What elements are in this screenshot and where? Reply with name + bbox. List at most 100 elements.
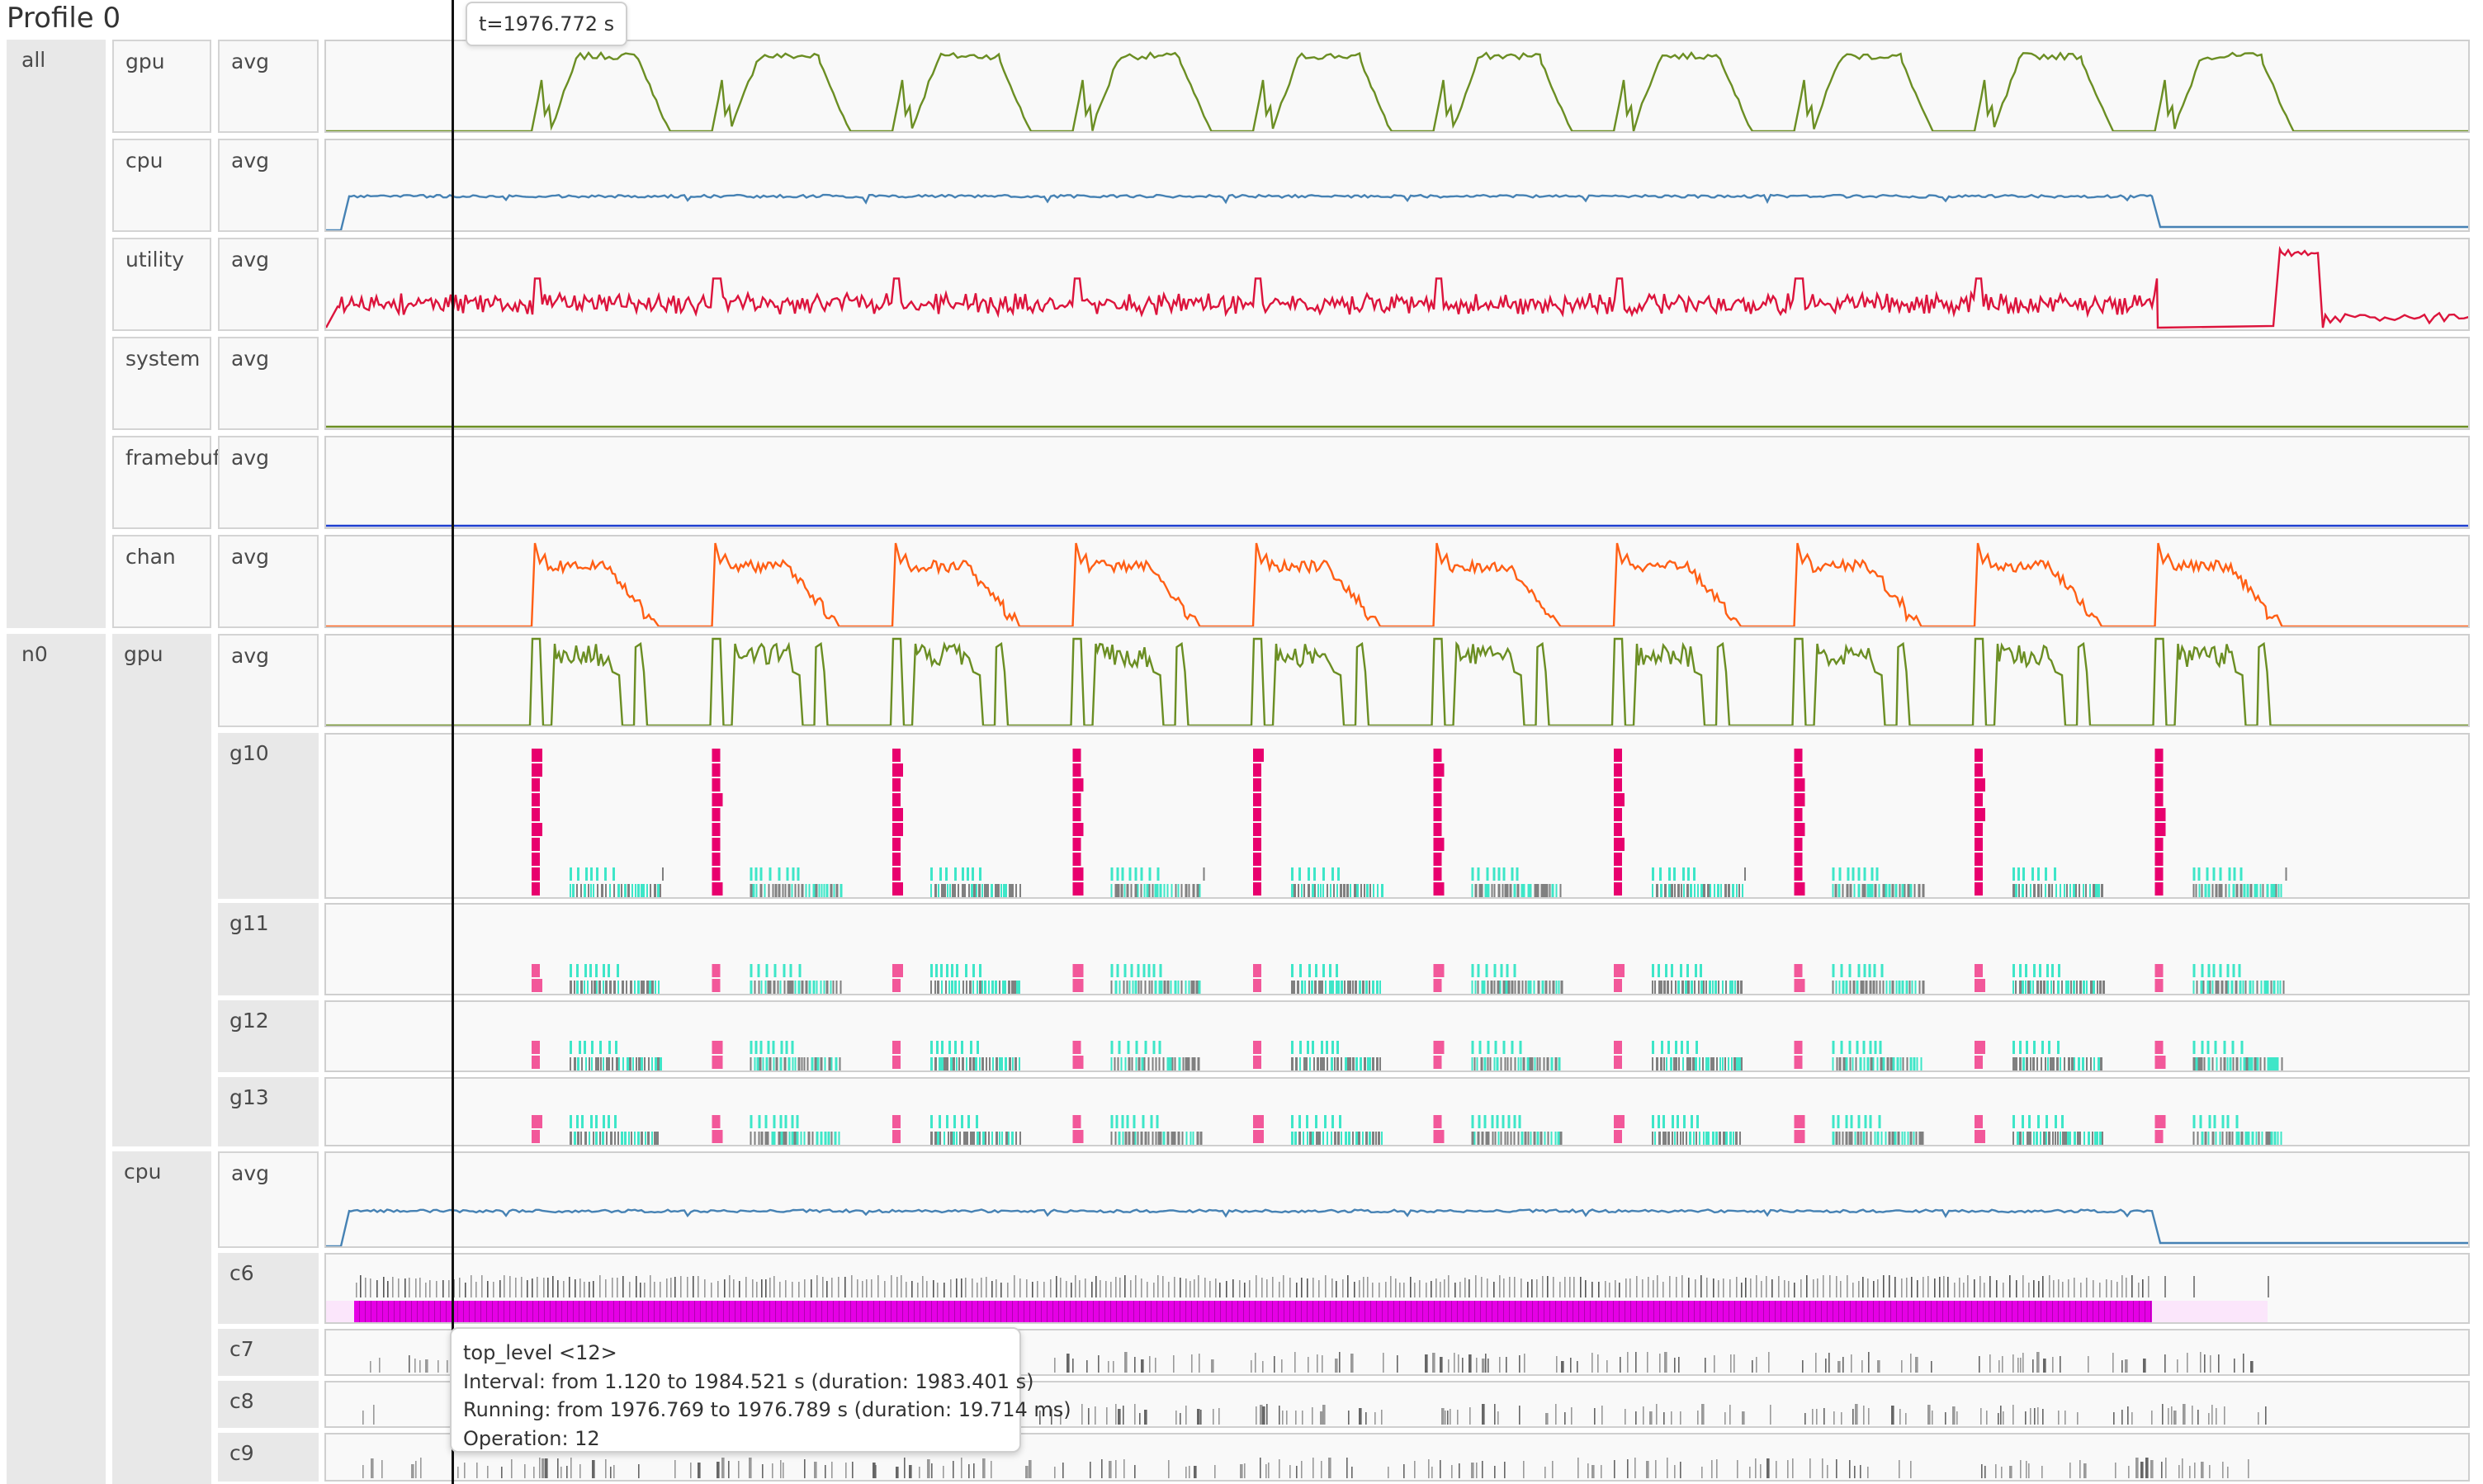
gpu-task-block[interactable] [712,778,721,792]
cpu-subtask-tick[interactable] [792,1282,793,1297]
copy-task-bar[interactable] [1301,981,1303,994]
cpu-subtask-tick[interactable] [1054,1358,1056,1373]
copy-task-bar[interactable] [2239,1057,2242,1070]
copy-task-bar[interactable] [779,1057,783,1070]
copy-task-bar[interactable] [821,884,823,897]
cpu-subtask-tick[interactable] [2042,1409,2044,1425]
cpu-subtask-tick[interactable] [1729,1405,1731,1425]
cpu-subtask-tick[interactable] [2142,1279,2144,1297]
cpu-task-stripe[interactable] [544,1301,545,1322]
copy-task-bar[interactable] [2255,1132,2258,1145]
copy-task-bar[interactable] [1837,884,1841,897]
cpu-subtask-tick[interactable] [1823,1275,1824,1297]
cpu-subtask-tick[interactable] [1580,1277,1582,1297]
cpu-subtask-tick[interactable] [1157,1275,1159,1297]
cpu-subtask-tick[interactable] [2064,1411,2066,1425]
gpu-task-block[interactable] [1794,838,1803,851]
cpu-subtask-tick[interactable] [1741,1283,1743,1297]
cpu-task-stripe[interactable] [1757,1301,1758,1322]
proc-cell-cpu[interactable]: cpu [112,139,211,232]
copy-task-bar[interactable] [1878,884,1880,897]
cpu-subtask-tick[interactable] [1279,1282,1280,1297]
copy-task-bar[interactable] [641,1057,643,1070]
gpu-task-block[interactable] [1253,778,1261,792]
cpu-subtask-tick[interactable] [1367,1277,1369,1297]
copy-task-bar[interactable] [1699,1057,1700,1070]
cpu-subtask-tick[interactable] [1619,1283,1620,1297]
copy-task-bar[interactable] [1137,964,1140,977]
cpu-subtask-tick[interactable] [1620,1357,1621,1373]
cpu-task-stripe[interactable] [469,1301,470,1322]
copy-task-bar[interactable] [1376,1057,1379,1070]
cpu-subtask-tick[interactable] [911,1281,913,1297]
copy-task-bar[interactable] [1019,1057,1020,1070]
copy-task-bar[interactable] [1845,1132,1848,1145]
cpu-task-stripe[interactable] [844,1301,845,1322]
cpu-subtask-tick[interactable] [1226,1281,1227,1297]
copy-task-bar[interactable] [1500,964,1503,977]
copy-task-bar[interactable] [1673,1057,1676,1070]
copy-task-bar[interactable] [1174,981,1177,994]
copy-task-bar[interactable] [1473,1132,1476,1145]
copy-task-bar[interactable] [657,1057,660,1070]
copy-task-bar[interactable] [930,964,933,977]
copy-task-bar[interactable] [1308,884,1310,897]
cpu-task-stripe[interactable] [573,1301,574,1322]
time-cursor-line[interactable] [452,0,454,1484]
copy-task-bar[interactable] [1718,981,1719,994]
timeline-panel-gpu-avg[interactable] [324,634,2470,727]
copy-task-bar[interactable] [800,1132,802,1145]
cpu-subtask-tick[interactable] [1614,1460,1615,1478]
cpu-subtask-tick[interactable] [1487,1359,1489,1373]
cpu-subtask-tick[interactable] [420,1458,422,1478]
cpu-subtask-tick[interactable] [1927,1276,1929,1297]
cpu-subtask-tick[interactable] [1923,1277,1924,1297]
copy-task-bar[interactable] [1859,1057,1862,1070]
copy-task-bar[interactable] [1148,981,1151,994]
copy-task-bar[interactable] [580,1132,582,1145]
cpu-subtask-tick[interactable] [1680,1411,1681,1425]
copy-task-bar[interactable] [1734,981,1736,994]
cpu-task-stripe[interactable] [2127,1301,2128,1322]
copy-task-bar[interactable] [574,1057,576,1070]
copy-task-bar[interactable] [988,981,990,994]
gpu-task-block[interactable] [1794,808,1803,821]
copy-task-bar[interactable] [962,867,964,881]
copy-task-bar[interactable] [2070,981,2072,994]
copy-task-bar[interactable] [1005,884,1007,897]
cpu-subtask-tick[interactable] [769,1278,771,1297]
cpu-subtask-tick[interactable] [1108,1361,1109,1373]
cpu-subtask-tick[interactable] [1054,1467,1056,1478]
copy-task-bar[interactable] [1652,1132,1653,1145]
cpu-subtask-tick[interactable] [1615,1280,1616,1297]
gpu-task-block[interactable] [892,763,903,777]
copy-task-bar[interactable] [656,1132,659,1145]
copy-task-bar[interactable] [796,1132,799,1145]
copy-task-bar[interactable] [1128,1132,1131,1145]
cpu-subtask-tick[interactable] [1199,1354,1200,1373]
copy-task-bar[interactable] [1137,884,1139,897]
cpu-subtask-tick[interactable] [1459,1282,1461,1297]
gpu-task-block[interactable] [1794,793,1805,806]
copy-task-bar[interactable] [1304,981,1306,994]
copy-task-bar[interactable] [1558,1057,1561,1070]
copy-task-bar[interactable] [1355,1057,1358,1070]
copy-task-bar[interactable] [2269,1057,2273,1070]
cpu-subtask-tick[interactable] [1232,1279,1234,1297]
copy-task-bar[interactable] [1163,884,1166,897]
cpu-subtask-tick[interactable] [1211,1359,1214,1373]
copy-task-bar[interactable] [2094,1132,2097,1145]
copy-task-bar[interactable] [1832,1057,1834,1070]
copy-task-bar[interactable] [1115,1115,1119,1128]
cpu-subtask-tick[interactable] [1752,1360,1753,1373]
cpu-task-stripe[interactable] [1399,1301,1400,1322]
cpu-subtask-tick[interactable] [2080,1283,2082,1297]
copy-task-bar[interactable] [1147,1057,1150,1070]
cpu-subtask-tick[interactable] [1091,1282,1093,1297]
copy-task-bar[interactable] [964,884,966,897]
cpu-subtask-tick[interactable] [1981,1464,1983,1478]
copy-task-bar[interactable] [1677,1115,1679,1128]
cpu-subtask-tick[interactable] [1469,1354,1472,1373]
copy-task-bar[interactable] [784,884,787,897]
copy-task-bar[interactable] [1520,1057,1522,1070]
